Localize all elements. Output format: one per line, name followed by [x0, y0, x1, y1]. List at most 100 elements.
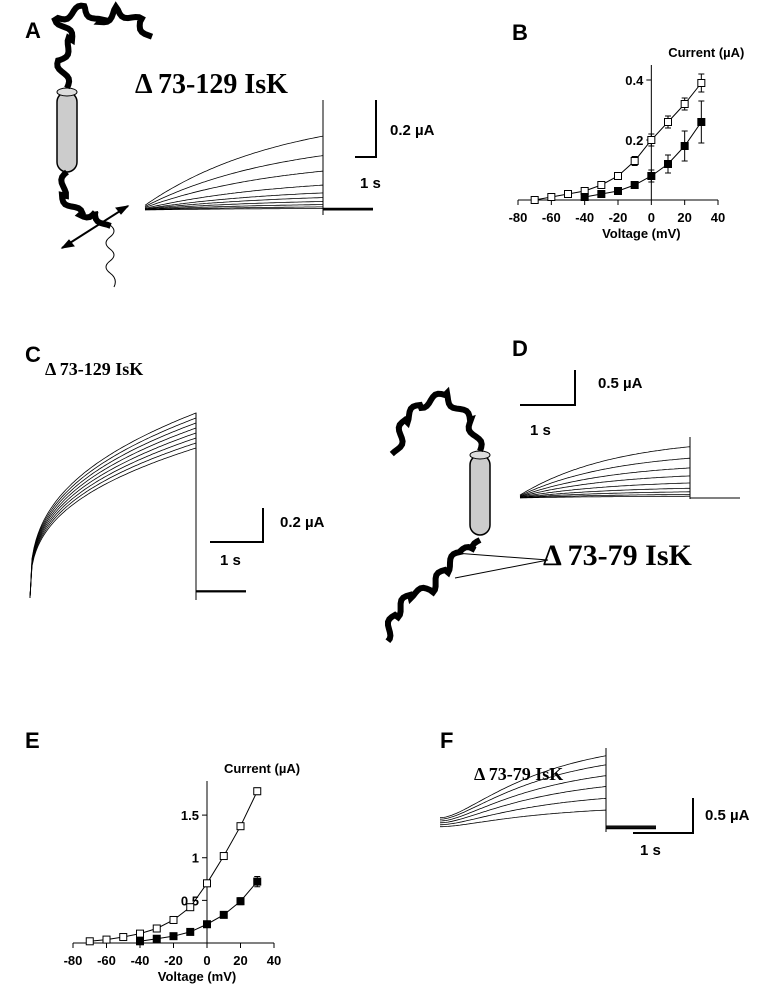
y-tick-label: 1: [192, 851, 199, 866]
marker: [254, 878, 261, 885]
squiggle: [106, 225, 115, 287]
coils: [55, 6, 482, 642]
marker: [665, 161, 672, 168]
marker: [137, 930, 144, 937]
scale-current: 0.2 µA: [280, 514, 325, 531]
coil: [61, 172, 110, 226]
marker: [565, 191, 572, 198]
coil: [392, 393, 482, 454]
series-line: [535, 83, 702, 200]
x-tick-label: 0: [203, 953, 210, 968]
panel-label: A: [25, 18, 41, 43]
marker: [204, 880, 211, 887]
x-tick-label: 40: [711, 210, 725, 225]
marker: [531, 197, 538, 204]
marker: [237, 898, 244, 905]
marker: [681, 143, 688, 150]
marker: [254, 788, 261, 795]
marker: [665, 119, 672, 126]
construct-label: Δ 73-129 IsK: [135, 69, 288, 100]
x-tick-label: -60: [97, 953, 116, 968]
construct-label: Δ 73-79 IsK: [474, 764, 563, 784]
marker: [615, 188, 622, 195]
x-tick-label: -20: [164, 953, 183, 968]
trace: [30, 443, 246, 598]
marker: [204, 921, 211, 928]
marker: [648, 137, 655, 144]
panel-label: D: [512, 336, 528, 361]
helix: [57, 92, 77, 172]
x-tick-label: 20: [677, 210, 691, 225]
y-tick-label: 0.2: [625, 133, 643, 148]
marker: [137, 938, 144, 945]
panel-label: E: [25, 728, 40, 753]
panel-label: F: [440, 728, 453, 753]
helix-top: [57, 88, 77, 96]
scale-bar: [210, 508, 263, 542]
panel-label: C: [25, 342, 41, 367]
marker: [598, 182, 605, 189]
x-tick-label: 0: [648, 210, 655, 225]
trace: [440, 798, 656, 828]
construct-label: Δ 73-79 IsK: [543, 539, 692, 572]
marker: [86, 938, 93, 945]
trace: [30, 448, 246, 598]
marker: [681, 101, 688, 108]
trace: [30, 413, 246, 598]
y-axis-title: Current (µA): [224, 761, 300, 776]
trace: [145, 136, 373, 208]
helix-top: [470, 451, 490, 459]
y-tick-label: 0.4: [625, 73, 644, 88]
x-tick-label: -40: [131, 953, 150, 968]
figure: A B C D E F Δ 73-129 IsK 0.2 µA 1 s Δ 73…: [0, 0, 771, 996]
x-axis-title: Voltage (mV): [602, 226, 681, 241]
x-tick-label: 40: [267, 953, 281, 968]
marker: [153, 925, 160, 932]
marker: [548, 194, 555, 201]
scale-time: 1 s: [220, 552, 241, 569]
panel-label: B: [512, 20, 528, 45]
scale-current: 0.2 µA: [390, 122, 435, 139]
marker: [648, 173, 655, 180]
scale-current: 0.5 µA: [598, 375, 643, 392]
x-tick-label: -80: [64, 953, 83, 968]
y-tick-label: 1.5: [181, 808, 199, 823]
marker: [220, 853, 227, 860]
trace: [30, 438, 246, 598]
marker: [581, 194, 588, 201]
marker: [237, 823, 244, 830]
pointer: [455, 553, 548, 578]
trace: [520, 447, 740, 498]
marker: [170, 933, 177, 940]
marker: [220, 911, 227, 918]
marker: [187, 904, 194, 911]
scale-bar: [355, 100, 376, 157]
marker: [187, 928, 194, 935]
scale-time: 1 s: [360, 175, 381, 192]
trace: [145, 156, 373, 209]
trace: [30, 433, 246, 598]
trace: [440, 787, 656, 828]
marker: [170, 916, 177, 923]
marker: [698, 119, 705, 126]
marker: [631, 182, 638, 189]
helix: [470, 455, 490, 535]
x-tick-label: 20: [233, 953, 247, 968]
x-axis-title: Voltage (mV): [158, 969, 237, 984]
scale-time: 1 s: [530, 422, 551, 439]
marker: [615, 173, 622, 180]
marker: [103, 936, 110, 943]
scale-current: 0.5 µA: [705, 807, 750, 824]
construct-label: Δ 73-129 IsK: [45, 359, 143, 379]
scale-bar: [520, 370, 575, 405]
trace: [520, 468, 740, 498]
y-axis-title: Current (µA): [668, 45, 744, 60]
x-tick-label: -40: [575, 210, 594, 225]
scale-time: 1 s: [640, 842, 661, 859]
x-tick-label: -20: [609, 210, 628, 225]
marker: [120, 934, 127, 941]
marker: [153, 935, 160, 942]
marker: [698, 80, 705, 87]
